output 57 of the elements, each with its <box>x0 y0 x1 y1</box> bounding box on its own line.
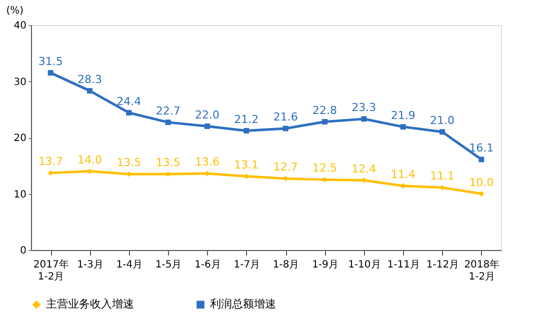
data-label: 12.7 <box>273 160 298 174</box>
point <box>361 116 367 122</box>
legend-label: 利润总额增速 <box>210 298 276 311</box>
data-label: 13.6 <box>195 156 220 168</box>
data-label: 22.8 <box>312 104 337 117</box>
x-tick-label: 2017年 1-2月 <box>33 258 69 282</box>
x-tick-label: 1-6月 <box>194 260 221 270</box>
point <box>48 70 54 76</box>
data-label: 21.9 <box>390 108 416 122</box>
data-label: 22.0 <box>195 108 220 122</box>
data-label: 14.0 <box>78 153 102 166</box>
data-label: 31.5 <box>38 54 63 68</box>
point <box>87 88 92 94</box>
point <box>126 110 132 116</box>
data-label: 13.7 <box>38 154 63 168</box>
data-label: 21.2 <box>234 112 259 126</box>
y-tick-label: 20 <box>14 133 26 144</box>
x-tick-label: 2018年 1-2月 <box>464 258 500 282</box>
data-label: 12.5 <box>312 162 337 175</box>
point <box>244 128 250 134</box>
y-tick-label: 40 <box>14 20 26 32</box>
y-tick-label: 30 <box>14 76 26 88</box>
x-tick-label: 1-4月 <box>116 260 143 270</box>
x-tick-label: 1-3月 <box>77 260 104 270</box>
data-label: 16.1 <box>469 141 494 154</box>
data-label: 13.1 <box>234 158 259 172</box>
point <box>282 126 288 132</box>
point <box>478 156 484 162</box>
data-label: 21.0 <box>430 114 454 127</box>
data-label: 13.5 <box>116 156 142 170</box>
data-label: 28.3 <box>78 72 102 86</box>
data-label: 21.6 <box>273 110 298 124</box>
x-tick-label: 1-5月 <box>155 260 182 270</box>
y-axis-title: (%) <box>6 6 24 16</box>
data-label: 10.0 <box>469 176 494 189</box>
data-label: 22.7 <box>156 104 180 118</box>
x-tick-label: 1-9月 <box>312 260 338 270</box>
point <box>165 120 171 126</box>
y-tick-label: 0 <box>20 246 26 256</box>
point <box>400 124 406 130</box>
x-tick-label: 1-12月 <box>426 260 460 270</box>
y-tick-label: 10 <box>14 189 26 200</box>
point <box>204 124 210 129</box>
data-label: 13.5 <box>156 156 180 170</box>
x-tick-label: 1-7月 <box>234 260 260 270</box>
x-tick-label: 1-10月 <box>348 260 381 270</box>
data-label: 11.1 <box>430 170 454 183</box>
point <box>440 129 445 135</box>
x-tick-label: 1-8月 <box>272 260 300 270</box>
x-tick-label: 1-11月 <box>387 260 420 270</box>
data-label: 23.3 <box>352 100 376 114</box>
point <box>322 119 328 124</box>
data-label: 11.4 <box>390 168 416 181</box>
data-label: 24.4 <box>116 94 142 108</box>
legend-label: 主营业务收入增速 <box>46 298 134 311</box>
point <box>87 168 92 174</box>
data-label: 12.4 <box>352 162 376 176</box>
